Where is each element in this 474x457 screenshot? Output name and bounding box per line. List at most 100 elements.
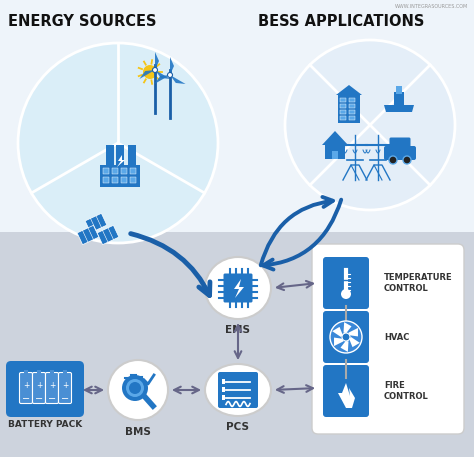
Circle shape (167, 73, 173, 78)
Bar (340, 116, 346, 120)
Bar (349, 110, 355, 114)
Text: BESS APPLICATIONS: BESS APPLICATIONS (258, 14, 424, 29)
Bar (332, 151, 338, 159)
Bar (121, 168, 127, 174)
Bar (340, 104, 346, 108)
Text: TEMPERATURE
CONTROL: TEMPERATURE CONTROL (384, 273, 453, 292)
FancyBboxPatch shape (58, 372, 72, 404)
Bar (0, 0, 474, 232)
Circle shape (285, 40, 455, 210)
Bar (222, 395, 225, 400)
Ellipse shape (205, 257, 271, 319)
Text: ENERGY SOURCES: ENERGY SOURCES (8, 14, 156, 29)
Polygon shape (139, 70, 155, 79)
Bar (340, 110, 346, 114)
Circle shape (108, 360, 168, 420)
Polygon shape (336, 85, 362, 95)
Text: BATTERY PACK: BATTERY PACK (8, 420, 82, 429)
Bar (0, 232, 474, 457)
Bar (103, 177, 109, 183)
Bar (37, 370, 41, 375)
Bar (222, 379, 225, 384)
Bar (116, 145, 124, 167)
Circle shape (126, 379, 144, 397)
Text: HVAC: HVAC (384, 333, 410, 341)
Text: +: + (49, 381, 55, 389)
Polygon shape (348, 328, 358, 336)
Polygon shape (85, 213, 107, 233)
Bar (349, 104, 355, 108)
Polygon shape (332, 327, 343, 337)
Ellipse shape (205, 364, 271, 416)
Text: −: − (22, 394, 30, 404)
Circle shape (341, 289, 351, 299)
Polygon shape (334, 338, 344, 346)
Circle shape (342, 333, 350, 341)
FancyBboxPatch shape (390, 138, 410, 152)
Text: −: − (48, 394, 56, 404)
Bar (349, 98, 355, 102)
Polygon shape (340, 341, 348, 352)
Polygon shape (155, 70, 171, 79)
Text: +: + (23, 381, 29, 389)
FancyBboxPatch shape (46, 372, 58, 404)
FancyBboxPatch shape (323, 257, 369, 309)
Text: −: − (61, 394, 69, 404)
Polygon shape (170, 57, 174, 75)
Text: FIRE
CONTROL: FIRE CONTROL (384, 381, 429, 401)
Bar (103, 168, 109, 174)
Circle shape (143, 65, 157, 79)
Circle shape (403, 156, 411, 164)
Circle shape (122, 375, 148, 401)
FancyBboxPatch shape (218, 372, 258, 408)
Polygon shape (155, 52, 159, 70)
Polygon shape (155, 75, 170, 84)
Bar (100, 165, 140, 187)
Bar (112, 168, 118, 174)
Polygon shape (77, 225, 99, 244)
Bar (128, 145, 136, 167)
Text: BMS: BMS (125, 427, 151, 437)
Bar (24, 370, 28, 375)
FancyBboxPatch shape (224, 273, 253, 303)
Text: −: − (35, 394, 43, 404)
FancyBboxPatch shape (33, 372, 46, 404)
FancyBboxPatch shape (312, 244, 464, 434)
Circle shape (18, 43, 218, 243)
Bar (349, 116, 355, 120)
Text: WWW.INTEGRASOURCES.COM: WWW.INTEGRASOURCES.COM (395, 4, 468, 9)
FancyBboxPatch shape (6, 361, 84, 417)
FancyBboxPatch shape (384, 146, 416, 160)
Polygon shape (349, 337, 360, 347)
Polygon shape (97, 225, 119, 244)
Bar (112, 177, 118, 183)
Bar (394, 92, 404, 107)
Text: PCS: PCS (227, 422, 249, 432)
FancyBboxPatch shape (19, 372, 33, 404)
FancyBboxPatch shape (323, 311, 369, 363)
Polygon shape (117, 155, 125, 167)
Bar (130, 168, 136, 174)
Bar (396, 86, 402, 94)
Bar (63, 370, 67, 375)
Bar (325, 145, 345, 159)
Polygon shape (170, 75, 186, 84)
FancyBboxPatch shape (323, 365, 369, 417)
Bar (130, 177, 136, 183)
Polygon shape (344, 322, 352, 333)
Bar (338, 95, 360, 123)
Polygon shape (384, 105, 414, 112)
Polygon shape (338, 383, 355, 408)
Polygon shape (322, 131, 348, 145)
Circle shape (389, 156, 397, 164)
Text: EMS: EMS (226, 325, 250, 335)
Text: +: + (36, 381, 42, 389)
Circle shape (153, 68, 157, 73)
Circle shape (129, 382, 141, 394)
Bar (222, 387, 225, 392)
Bar (340, 98, 346, 102)
Bar (121, 177, 127, 183)
Bar (106, 145, 114, 167)
Text: +: + (62, 381, 68, 389)
Circle shape (330, 321, 362, 353)
